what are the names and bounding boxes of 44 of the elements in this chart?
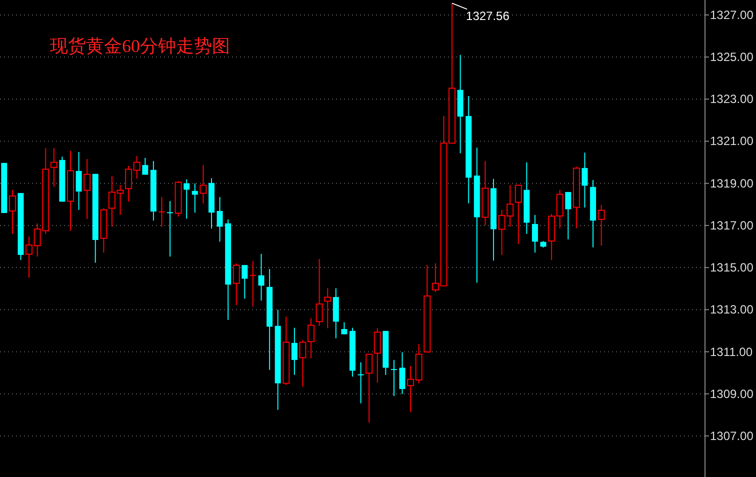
candlestick [291, 327, 298, 376]
candlestick [514, 184, 522, 244]
annotation: 1327.56 [466, 9, 510, 24]
text: 现货黄金60分钟走势图 [50, 36, 230, 56]
candlestick [565, 191, 572, 240]
y-tick-label: 1319.00 [710, 176, 754, 190]
y-tick-label: 1309.00 [710, 386, 754, 401]
candlestick [308, 318, 315, 359]
candlestick [341, 322, 348, 335]
candlestick [366, 354, 373, 424]
y-tick-label: 1311.00 [710, 344, 753, 359]
y-tick-label: 1315.00 [710, 260, 754, 275]
candlestick [582, 152, 588, 208]
y-tick-label: 1321.00 [710, 134, 754, 148]
candlestick [167, 200, 174, 258]
candlestick [324, 288, 332, 329]
candlestick [374, 328, 381, 384]
candlestick [216, 196, 223, 242]
candlestick [158, 196, 165, 228]
candlestick [316, 258, 323, 326]
y-tick-label: 1313.00 [710, 302, 754, 317]
y-tick-label: 1325.00 [710, 50, 754, 64]
y-tick-label: 1327.00 [710, 8, 754, 22]
y-tick-label: 1323.00 [710, 92, 754, 106]
candlestick [598, 204, 605, 246]
candlestick [142, 157, 148, 176]
y-tick-label: 1317.00 [710, 218, 754, 232]
candlestick [242, 264, 248, 300]
candlestick [200, 164, 207, 204]
candlestick [84, 158, 91, 220]
candlestick [232, 262, 240, 306]
candlestick [192, 182, 198, 214]
candlestick [50, 148, 58, 188]
candlestick [358, 362, 364, 404]
candlestick [532, 214, 538, 254]
candlestick [399, 352, 406, 395]
y-tick-label: 1307.00 [710, 428, 754, 443]
candlestick [250, 260, 256, 308]
candlestick [390, 359, 397, 396]
candlestick [76, 151, 82, 210]
candlestick [299, 339, 306, 388]
candlestick [258, 253, 264, 302]
candlestick [8, 189, 16, 234]
candlestick [184, 178, 190, 220]
